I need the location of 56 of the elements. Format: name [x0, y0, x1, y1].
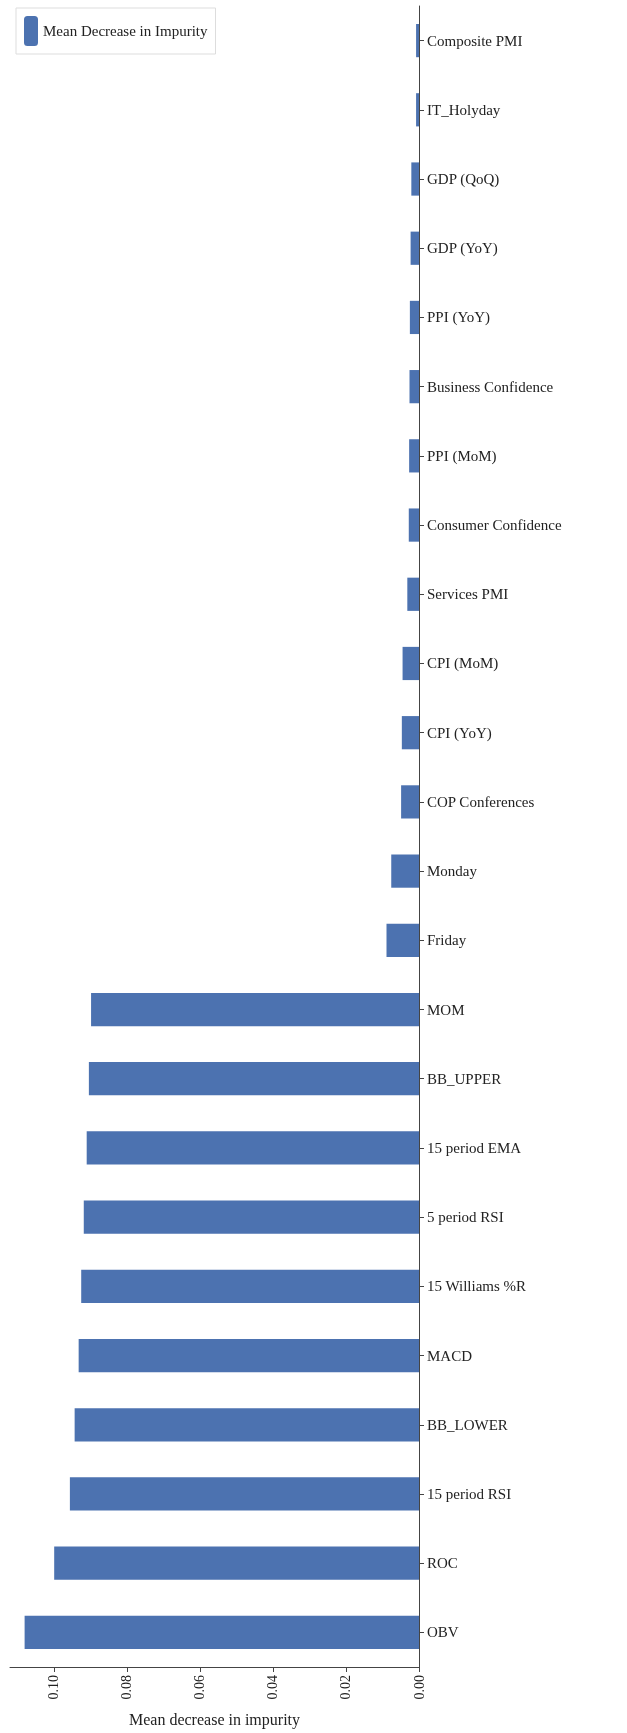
bar	[408, 508, 419, 542]
y-tick-label: CPI (MoM)	[427, 655, 499, 673]
bar	[409, 300, 419, 335]
bar	[409, 370, 419, 404]
y-tick-label: MACD	[427, 1347, 473, 1364]
bar	[69, 1477, 419, 1511]
y-tick-label: Consumer Confidence	[427, 517, 562, 534]
bar	[391, 854, 419, 888]
y-tick-label: MOM	[427, 1001, 465, 1018]
legend-label: Mean Decrease in Impurity	[43, 23, 209, 39]
x-tick-label: 0.06	[192, 1675, 208, 1700]
x-tick-label: 0.04	[265, 1675, 281, 1700]
bar	[83, 1200, 419, 1234]
bar	[54, 1546, 419, 1580]
bar	[86, 1131, 419, 1165]
y-tick-label: 5 period RSI	[427, 1209, 504, 1226]
y-tick-label: COP Conferences	[427, 793, 535, 810]
x-tick-label: 0.08	[119, 1675, 135, 1700]
y-tick-label: 15 Williams %R	[427, 1278, 527, 1295]
y-tick-label: Friday	[427, 932, 467, 949]
y-tick-label: GDP (YoY)	[427, 240, 498, 258]
y-tick-label: ROC	[427, 1555, 458, 1572]
y-tick-label: CPI (YoY)	[427, 724, 492, 742]
bar	[91, 992, 419, 1027]
y-tick-label: PPI (MoM)	[427, 447, 497, 465]
x-tick-label: 0.02	[338, 1675, 354, 1700]
bar	[24, 1615, 419, 1650]
bar	[401, 785, 419, 819]
x-tick-label: 0.10	[46, 1675, 62, 1700]
y-tick-label: IT_Holyday	[427, 101, 501, 118]
bar	[416, 93, 419, 127]
bar	[407, 577, 419, 611]
y-tick-label: GDP (QoQ)	[427, 171, 500, 189]
y-tick-label: Business Confidence	[427, 378, 554, 395]
bar	[74, 1408, 419, 1442]
y-tick-label: BB_UPPER	[427, 1070, 502, 1087]
bar	[81, 1269, 419, 1303]
y-tick-label: 15 period EMA	[427, 1139, 522, 1156]
y-tick-label: PPI (YoY)	[427, 309, 491, 327]
x-tick-label: 0.00	[411, 1675, 427, 1700]
y-tick-label: Services PMI	[427, 586, 509, 603]
bar	[401, 716, 419, 750]
y-tick-label: 15 period RSI	[427, 1485, 512, 1502]
y-tick-label: Composite PMI	[427, 32, 523, 49]
bar	[416, 23, 419, 58]
bar	[386, 923, 419, 957]
bar	[411, 162, 419, 196]
x-axis-title: Mean decrease in impurity	[128, 1710, 301, 1729]
y-tick-label: BB_LOWER	[427, 1416, 508, 1433]
bar	[410, 231, 419, 265]
y-tick-label: Monday	[427, 863, 478, 880]
bar	[402, 646, 419, 681]
bar	[88, 1062, 419, 1096]
y-tick-label: OBV	[427, 1624, 459, 1641]
bar	[78, 1338, 419, 1373]
bar	[409, 439, 419, 473]
